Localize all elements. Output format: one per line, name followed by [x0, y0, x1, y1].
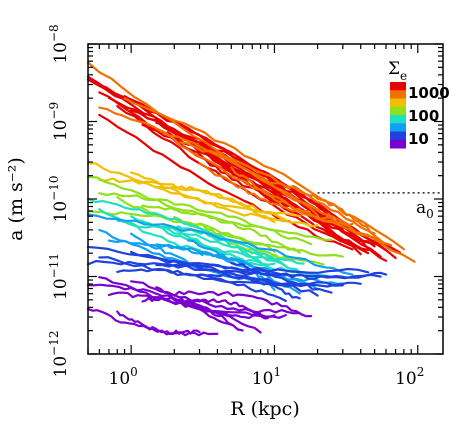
series-line	[86, 307, 219, 337]
series-line	[107, 291, 244, 332]
series-line	[198, 162, 354, 227]
series-line	[155, 185, 276, 224]
series-line	[86, 61, 416, 263]
y-tick-label: 10−8	[47, 24, 71, 63]
x-axis-label: R (kpc)	[230, 398, 300, 420]
x-tick-label: 102	[395, 365, 424, 389]
legend-color-swatch	[390, 115, 406, 124]
series-line	[123, 95, 333, 223]
series-line	[98, 192, 313, 246]
y-tick-label: 10−11	[47, 253, 71, 300]
legend-entry: 100	[408, 107, 439, 125]
series-line	[230, 166, 344, 224]
series-line	[86, 197, 297, 272]
legend-color-swatch	[390, 123, 406, 132]
series-line	[86, 175, 333, 241]
series-line	[98, 106, 319, 217]
x-tick-label: 101	[252, 365, 281, 389]
y-tick-label: 10−10	[47, 176, 71, 223]
series-line	[259, 178, 376, 235]
series-line	[130, 171, 319, 228]
series-line	[198, 250, 276, 291]
series-line	[123, 97, 405, 251]
series-line	[141, 296, 233, 326]
x-tick-label: 100	[109, 365, 138, 389]
series-line	[155, 223, 262, 264]
legend-color-swatch	[390, 139, 406, 149]
series-line	[116, 310, 201, 335]
legend-entry: 1000	[408, 84, 450, 102]
series-line	[173, 260, 362, 288]
series-line	[155, 286, 276, 320]
legend-color-swatch	[390, 98, 406, 108]
legend-color-swatch	[390, 131, 406, 141]
series-line	[198, 273, 301, 300]
series-line	[141, 204, 301, 254]
reference-line-label: a0	[416, 198, 434, 221]
legend-color-swatch	[390, 90, 406, 99]
y-tick-label: 10−9	[47, 102, 71, 141]
legend-color-swatch	[390, 82, 406, 91]
y-axis-label: a (m s⁻²)	[5, 157, 27, 241]
legend-entry: 10	[408, 130, 429, 148]
legend-title: Σe	[388, 59, 407, 83]
series-line	[230, 261, 388, 280]
series-line	[98, 177, 287, 221]
legend-color-swatch	[390, 106, 406, 116]
series-line	[187, 298, 269, 320]
series-line	[130, 109, 362, 256]
series-line	[86, 213, 354, 276]
series-line	[155, 243, 301, 295]
series-line	[98, 113, 354, 251]
y-tick-label: 10−12	[47, 331, 71, 378]
series-line	[116, 219, 319, 282]
series-line	[130, 280, 301, 315]
series-line	[173, 290, 313, 318]
data-series	[86, 61, 416, 337]
